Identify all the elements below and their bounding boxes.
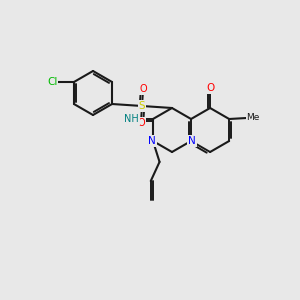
Text: O: O [139,83,147,94]
Text: N: N [188,136,196,146]
Text: S: S [139,101,145,111]
Text: O: O [137,118,145,128]
Text: Cl: Cl [47,77,57,87]
Text: NH: NH [124,114,139,124]
Text: Me: Me [247,113,260,122]
Text: N: N [148,136,156,146]
Text: O: O [206,83,214,93]
